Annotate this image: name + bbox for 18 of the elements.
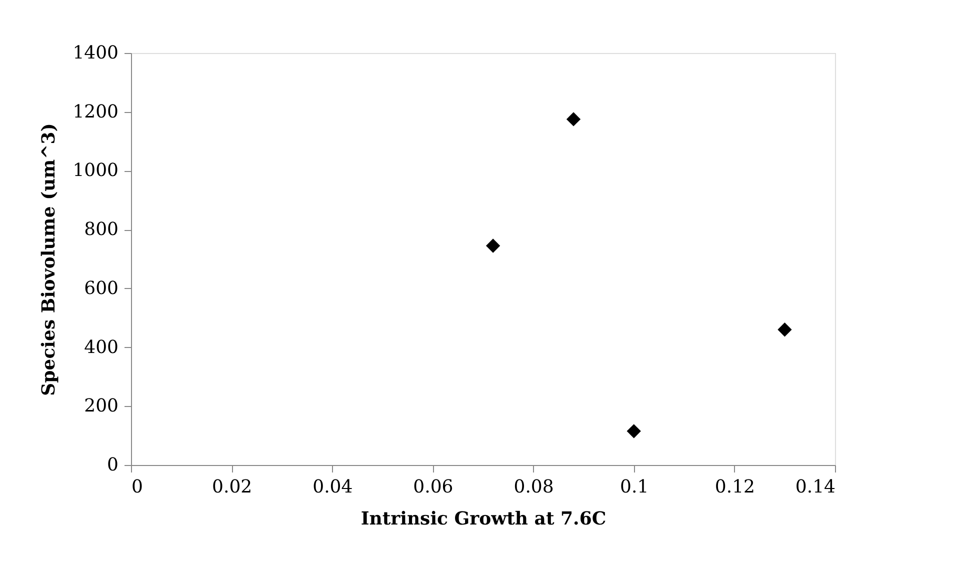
x-tick-label: 0.1 — [620, 476, 649, 498]
y-tick-label: 1400 — [72, 42, 118, 64]
x-tick-label: 0.12 — [714, 476, 755, 498]
y-tick-label: 1200 — [72, 101, 118, 122]
y-tick-label: 400 — [84, 336, 118, 358]
y-tick-label: 800 — [84, 219, 118, 240]
x-tick-label: 0.14 — [795, 476, 836, 498]
x-tick-label: 0.04 — [312, 476, 353, 498]
x-tick-label: 0.08 — [514, 476, 554, 498]
y-tick-label: 600 — [84, 278, 118, 299]
x-axis-title: Intrinsic Growth at 7.6C — [360, 508, 606, 530]
y-tick-label: 200 — [84, 396, 118, 417]
x-tick-label: 0.02 — [212, 476, 252, 498]
x-tick-label: 0.06 — [413, 476, 454, 498]
y-tick-label: 1000 — [72, 160, 118, 182]
y-tick-label: 0 — [107, 454, 118, 476]
x-tick-label: 0 — [132, 476, 143, 498]
y-axis-title: Species Biovolume (um^3) — [38, 123, 60, 396]
